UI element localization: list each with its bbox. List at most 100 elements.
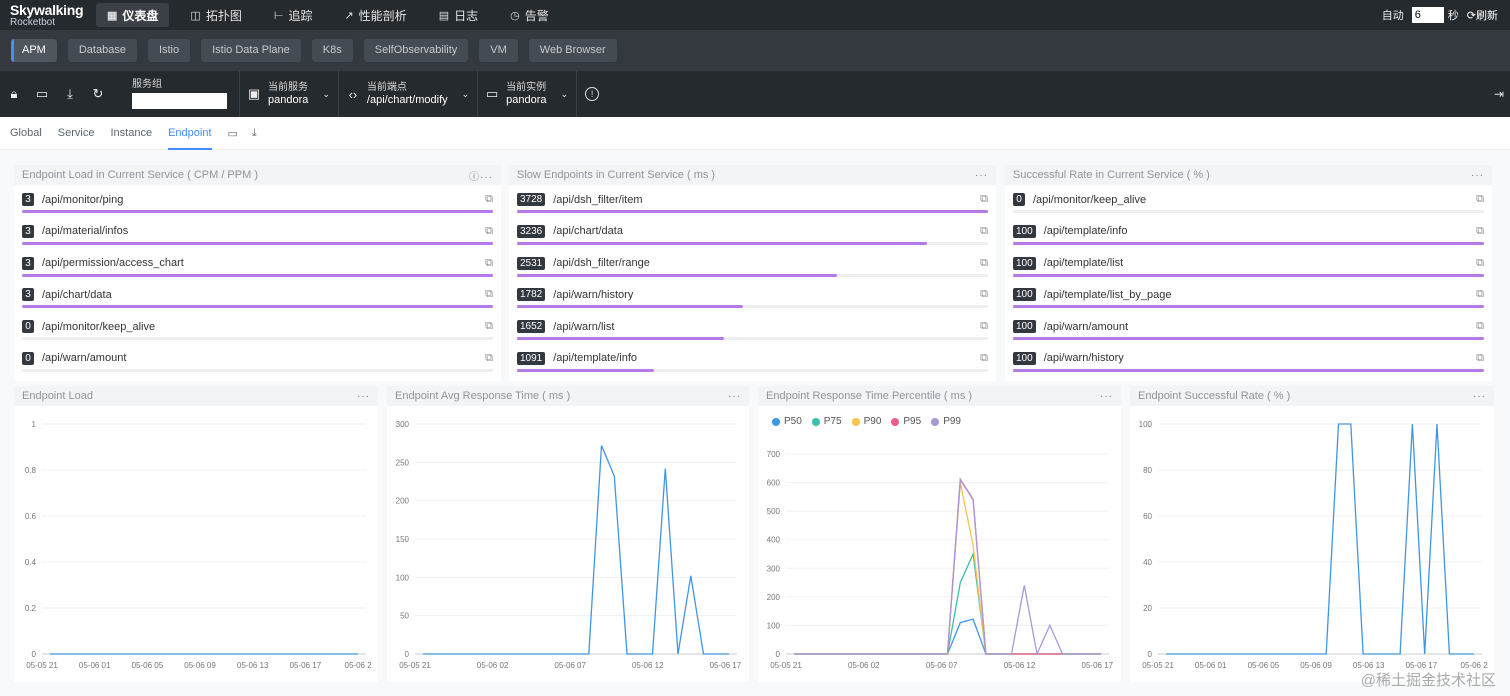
progress-track [1013, 241, 1484, 245]
copy-icon[interactable]: ⧉ [980, 224, 988, 237]
x-tick-label: 05-06 13 [1353, 661, 1385, 670]
view-tab-global[interactable]: Global [10, 126, 42, 139]
endpoint-name: /api/chart/data [553, 225, 623, 238]
copy-icon[interactable]: ⧉ [980, 256, 988, 269]
refresh-interval-input[interactable] [1411, 7, 1444, 23]
legend-item[interactable]: P95 [891, 416, 921, 427]
copy-icon[interactable]: ⧉ [980, 320, 988, 333]
service-group-input[interactable] [132, 93, 227, 109]
chevron-down-icon: ⌄ [461, 88, 470, 99]
value-badge: 3 [22, 256, 34, 270]
instance-label: 当前实例 [506, 81, 547, 93]
x-tick-label: 05-06 02 [477, 661, 509, 670]
more-icon[interactable]: ··· [975, 169, 988, 181]
endpoint-name: /api/monitor/keep_alive [42, 320, 156, 333]
x-tick-label: 05-06 17 [1082, 661, 1114, 670]
info-icon[interactable]: ⓘ [469, 171, 480, 183]
series-line-1 [794, 551, 1101, 655]
x-tick-label: 05-05 21 [1142, 661, 1174, 670]
folder-icon[interactable]: ▭ [227, 127, 238, 140]
layer-tabs: APM Database Istio Istio Data Plane K8s SelfO… [0, 30, 1510, 71]
layer-tab-6[interactable]: VM [479, 39, 518, 62]
legend-label: P90 [863, 416, 882, 427]
info-icon[interactable]: ! [585, 87, 600, 101]
copy-icon[interactable]: ⧉ [1476, 256, 1484, 269]
endpoint-selector[interactable]: ‹› 当前端点 /api/chart/modify ⌄ [337, 71, 477, 117]
layer-tab-2[interactable]: Istio [147, 39, 191, 62]
view-tab-instance[interactable]: Instance [110, 126, 153, 139]
copy-icon[interactable]: ⧉ [1476, 224, 1484, 237]
y-tick-label: 250 [396, 458, 410, 467]
nav-item-3[interactable]: ↗ 性能剖析 [333, 3, 417, 27]
copy-icon[interactable]: ⧉ [1476, 351, 1484, 364]
instance-selector[interactable]: ▭ 当前实例 pandora ⌄ [477, 71, 576, 117]
layer-tab-4[interactable]: K8s [311, 39, 353, 62]
copy-icon[interactable]: ⧉ [980, 351, 988, 364]
y-tick-label: 200 [767, 593, 781, 602]
seconds-label: 秒 [1447, 10, 1459, 22]
copy-icon[interactable]: ⧉ [980, 288, 988, 301]
more-icon[interactable]: ··· [357, 390, 370, 402]
nav-item-5[interactable]: ◷ 告警 [499, 3, 560, 27]
reload-icon[interactable]: ↻ [92, 86, 104, 101]
copy-icon[interactable]: ⧉ [485, 193, 493, 205]
collapse-panel-icon[interactable]: ⇥ [1493, 87, 1504, 101]
x-tick-label: 05-06 01 [1195, 661, 1227, 670]
nav-item-1[interactable]: ◫ 拓扑图 [179, 3, 252, 27]
copy-icon[interactable]: ⧉ [1476, 288, 1484, 301]
nav-item-4[interactable]: ▤ 日志 [428, 3, 489, 27]
download-icon[interactable]: ⤓ [67, 86, 73, 101]
copy-icon[interactable]: ⧉ [485, 351, 493, 364]
copy-icon[interactable]: ⧉ [485, 256, 493, 269]
layer-tab-5[interactable]: SelfObservability [363, 39, 469, 62]
skywalking-logo[interactable]: Skywalking Rocketbot [0, 3, 96, 28]
top-nav-bar: Skywalking Rocketbot ▦ 仪表盘 ◫ 拓扑图 ⊢ 追踪 ↗ 性能剖析 ▤ 日志… [0, 0, 1510, 30]
nav-item-label: 日志 [454, 8, 479, 23]
progress-track [517, 337, 988, 341]
more-icon[interactable]: ··· [480, 171, 493, 183]
copy-icon[interactable]: ⧉ [1476, 320, 1484, 333]
copy-icon[interactable]: ⧉ [485, 224, 493, 237]
nav-item-label: 拓扑图 [205, 8, 242, 23]
value-badge: 100 [1013, 320, 1036, 334]
more-icon[interactable]: ··· [1471, 169, 1484, 181]
progress-fill [517, 273, 838, 277]
chart-title: Endpoint Avg Response Time ( ms ) [395, 390, 571, 402]
list-item: 1091/api/template/info ⧉ [509, 344, 996, 376]
progress-fill [22, 273, 493, 277]
chevron-down-icon: ⌄ [560, 88, 569, 99]
progress-fill [22, 241, 493, 245]
view-tab-endpoint[interactable]: Endpoint [168, 117, 212, 150]
layer-tab-1[interactable]: Database [67, 39, 137, 62]
line-chart: 0 100 200 300 400 500 600 700 05-05 21 05-06 02 05… [767, 450, 1114, 670]
card-title: Slow Endpoints in Current Service ( ms ) [517, 169, 716, 181]
nav-item-0[interactable]: ▦ 仪表盘 [96, 3, 170, 27]
progress-fill [517, 210, 988, 213]
layer-tab-0[interactable]: APM [11, 39, 57, 62]
refresh-button[interactable]: ⟳刷新 [1467, 7, 1498, 23]
x-tick-label: 05-06 07 [554, 661, 586, 670]
refresh-label: 刷新 [1476, 10, 1498, 22]
folder-icon[interactable]: ▭ [35, 86, 49, 101]
copy-icon[interactable]: ⧉ [980, 193, 988, 205]
copy-icon[interactable]: ⧉ [485, 288, 493, 301]
nav-item-2[interactable]: ⊢ 追踪 [263, 3, 324, 27]
legend-item[interactable]: P75 [811, 416, 842, 427]
legend-item[interactable]: P99 [931, 416, 961, 427]
layer-tab-7[interactable]: Web Browser [528, 39, 617, 62]
legend-item[interactable]: P50 [772, 416, 802, 427]
copy-icon[interactable]: ⧉ [485, 320, 493, 333]
service-selector[interactable]: ▣ 当前服务 pandora ⌄ [239, 71, 338, 117]
more-icon[interactable]: ··· [728, 390, 741, 402]
more-icon[interactable]: ··· [1473, 390, 1486, 402]
logo-title: Skywalking [10, 1, 84, 18]
legend-item[interactable]: P90 [851, 416, 882, 427]
more-icon[interactable]: ··· [1100, 390, 1113, 402]
copy-icon[interactable]: ⧉ [1476, 193, 1484, 205]
view-tab-service[interactable]: Service [57, 126, 95, 139]
lock-icon[interactable]: 🔒︎ [10, 86, 18, 101]
y-tick-label: 0.4 [25, 558, 37, 567]
layer-tab-3[interactable]: Istio Data Plane [201, 39, 301, 62]
download-icon[interactable]: ⤓ [251, 126, 257, 139]
value-badge: 0 [1013, 193, 1025, 206]
